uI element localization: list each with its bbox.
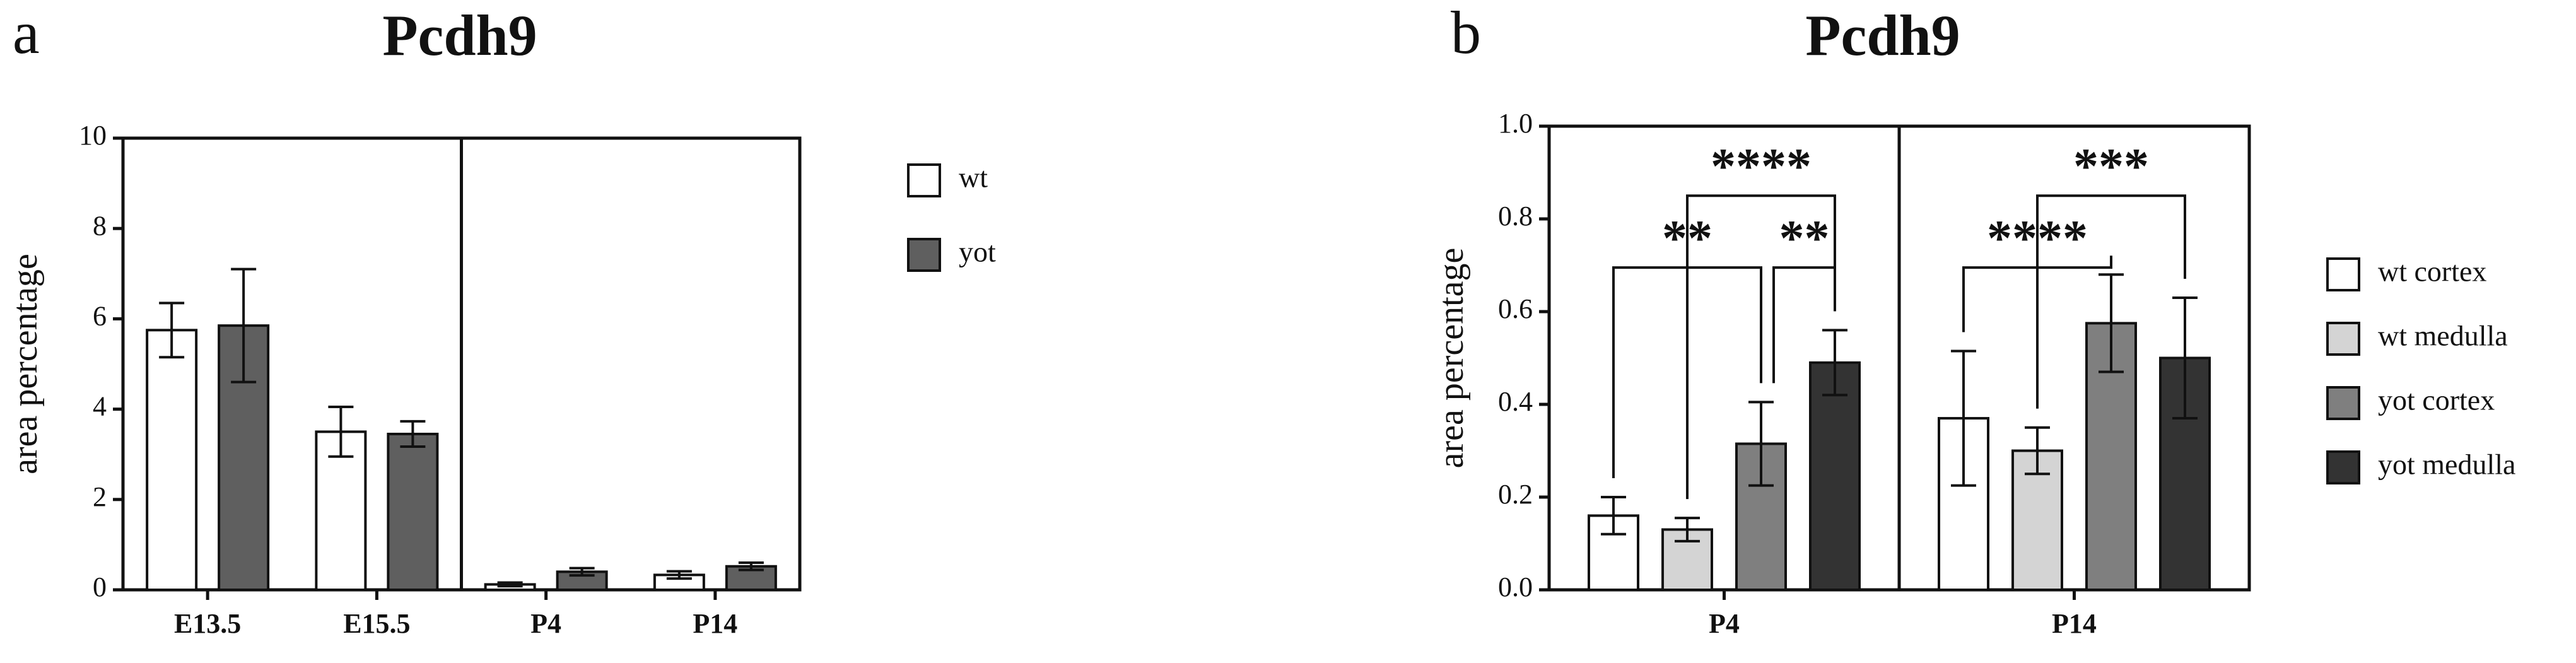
legend-swatch xyxy=(907,163,941,197)
y-tick-label: 1.0 xyxy=(1498,108,1533,139)
legend-swatch xyxy=(907,238,941,272)
bar xyxy=(387,432,439,591)
x-tick-label: E13.5 xyxy=(174,608,241,639)
x-tick-label: P4 xyxy=(1709,608,1740,639)
panel-label: b xyxy=(1451,0,1481,66)
legend-label: yot cortex xyxy=(2378,384,2495,416)
error-bar xyxy=(159,302,185,359)
legend-label: wt xyxy=(959,161,988,194)
significance-label: **** xyxy=(1711,139,1812,195)
x-tick-label: P4 xyxy=(530,608,561,639)
x-tick-label: P14 xyxy=(693,608,737,639)
error-bar xyxy=(2025,426,2050,476)
error-bar xyxy=(1951,349,1976,487)
y-tick-label: 0.4 xyxy=(1498,386,1533,417)
error-bar xyxy=(1601,496,1626,536)
legend-swatch xyxy=(2326,450,2360,484)
legend-label: wt medulla xyxy=(2378,320,2508,352)
error-bar xyxy=(738,561,764,572)
significance-bracket xyxy=(2036,194,2186,409)
error-bar xyxy=(2099,273,2124,373)
bar xyxy=(315,430,367,592)
y-tick-label: 0.8 xyxy=(1498,201,1533,232)
y-tick-label: 0 xyxy=(93,572,107,602)
legend-swatch xyxy=(2326,386,2360,420)
error-bar xyxy=(497,581,523,588)
significance-label: *** xyxy=(2073,139,2149,195)
y-tick-label: 8 xyxy=(93,210,107,241)
significance-label: ** xyxy=(1779,211,1830,267)
legend-label: yot xyxy=(959,236,996,268)
legend-swatch xyxy=(2326,322,2360,356)
y-tick-label: 0.2 xyxy=(1498,479,1533,510)
y-tick-label: 0.6 xyxy=(1498,293,1533,324)
y-tick-label: 2 xyxy=(93,481,107,512)
legend-label: wt cortex xyxy=(2378,255,2486,288)
y-tick-label: 6 xyxy=(93,300,107,331)
chart-title: Pcdh9 xyxy=(382,3,537,67)
error-bar xyxy=(231,267,257,384)
significance-bracket xyxy=(1686,194,1836,500)
error-bar xyxy=(1675,517,1700,543)
legend-label: yot medulla xyxy=(2378,449,2515,481)
error-bar xyxy=(569,566,595,577)
y-tick-label: 0.0 xyxy=(1498,572,1533,602)
error-bar xyxy=(666,570,692,580)
chart-title: Pcdh9 xyxy=(1805,3,1960,67)
error-bar xyxy=(2172,296,2198,420)
y-axis-label: area percentage xyxy=(6,254,45,474)
x-tick-label: E15.5 xyxy=(343,608,410,639)
y-axis-label: area percentage xyxy=(1432,248,1471,469)
error-bar xyxy=(1822,329,1847,397)
y-tick-label: 4 xyxy=(93,391,107,422)
bar xyxy=(146,329,198,591)
error-bar xyxy=(1748,401,1774,487)
error-bar xyxy=(328,406,354,458)
error-bar xyxy=(400,420,426,449)
panel-label: a xyxy=(13,0,40,66)
y-tick-label: 10 xyxy=(79,120,107,151)
x-tick-label: P14 xyxy=(2052,608,2097,639)
bar xyxy=(1809,361,1861,591)
legend-swatch xyxy=(2326,257,2360,291)
